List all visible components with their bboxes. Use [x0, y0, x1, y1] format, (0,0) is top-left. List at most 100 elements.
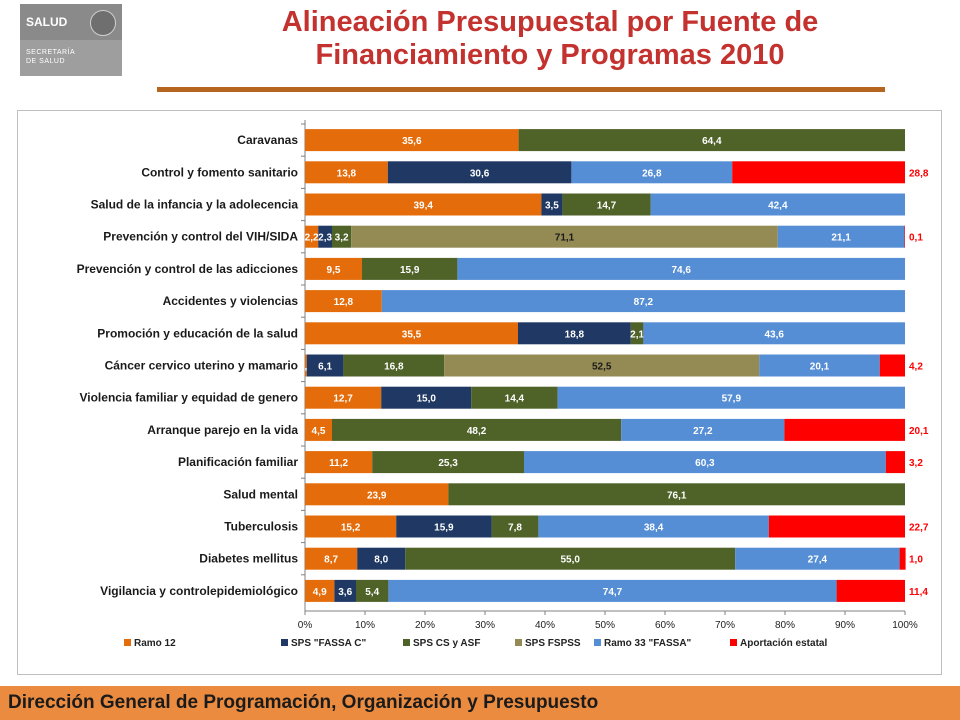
bar-segment — [879, 354, 905, 377]
bar-segment — [899, 547, 906, 570]
bar-segment — [357, 547, 406, 570]
bar-segment — [305, 354, 307, 377]
data-label: 39,4 — [413, 201, 433, 212]
bar-segment — [305, 451, 373, 474]
bar-segment — [571, 161, 733, 184]
category-label: Cáncer cervico uterino y mamario — [105, 359, 298, 373]
title-divider — [157, 87, 885, 92]
bar-segment — [305, 515, 397, 538]
bar-segment — [334, 579, 356, 602]
data-label: 4,2 — [909, 362, 923, 373]
bar-segment — [305, 547, 358, 570]
x-tick-label: 50% — [595, 620, 615, 631]
data-label: 3,2 — [335, 233, 349, 244]
data-label: 4,9 — [313, 587, 327, 598]
bar-segment — [305, 418, 332, 441]
data-label: 8,7 — [324, 555, 338, 566]
data-label: 15,0 — [416, 394, 436, 405]
data-label: 87,2 — [634, 297, 654, 308]
data-label: 7,8 — [508, 523, 522, 534]
bar-segment — [305, 257, 362, 280]
data-label: 5,4 — [365, 587, 379, 598]
bar-segment — [405, 547, 736, 570]
data-label: 27,2 — [693, 426, 713, 437]
data-label: 13,8 — [337, 168, 357, 179]
page-title: Alineación Presupuestal por Fuente de Fi… — [150, 6, 950, 72]
bar-segment — [332, 418, 622, 441]
data-label: 3,5 — [545, 201, 559, 212]
legend-swatch — [403, 639, 410, 646]
data-label: 12,7 — [333, 394, 353, 405]
data-label: 57,9 — [722, 394, 742, 405]
category-label: Promoción y educación de la salud — [97, 326, 298, 340]
legend-label: SPS CS y ASF — [413, 638, 480, 649]
data-label: 15,2 — [341, 523, 361, 534]
title-line-1: Alineación Presupuestal por Fuente de — [281, 6, 819, 38]
x-tick-label: 90% — [835, 620, 855, 631]
bar-segment — [387, 161, 572, 184]
data-label: 74,7 — [603, 587, 623, 598]
data-label: 2,1 — [630, 329, 644, 340]
x-tick-label: 70% — [715, 620, 735, 631]
data-label: 30,6 — [470, 168, 490, 179]
bar-segment — [388, 579, 837, 602]
bar-segment — [491, 515, 539, 538]
bar-segment — [650, 193, 905, 216]
bar-segment — [643, 322, 905, 345]
x-tick-label: 10% — [355, 620, 375, 631]
footer-text: Dirección General de Programación, Organ… — [8, 692, 599, 713]
data-label: 64,4 — [702, 136, 722, 147]
bar-segment — [735, 547, 900, 570]
category-label: Vigilancia y controlepidemiológico — [100, 584, 298, 598]
legend-label: Ramo 12 — [134, 638, 176, 649]
bar-segment — [305, 579, 335, 602]
legend-label: SPS FSPSS — [525, 638, 581, 649]
data-label: 0,1 — [909, 233, 923, 244]
bar-segment — [305, 225, 319, 248]
logo-subtitle: SECRETARÍA DE SALUD — [26, 49, 76, 65]
bar-segment — [777, 225, 905, 248]
data-label: 15,9 — [400, 265, 420, 276]
x-tick-label: 100% — [892, 620, 918, 631]
data-label: 43,6 — [764, 329, 784, 340]
data-label: 1,0 — [909, 555, 923, 566]
data-label: 22,7 — [909, 523, 929, 534]
category-label: Planificación familiar — [178, 455, 298, 469]
data-label: 14,4 — [505, 394, 525, 405]
bar-segment — [318, 225, 332, 248]
bar-segment — [306, 354, 344, 377]
data-label: 2,2 — [305, 233, 319, 244]
bar-segment — [362, 257, 458, 280]
bar-segment — [305, 483, 449, 506]
bar-segment — [343, 354, 445, 377]
bar-segment — [396, 515, 492, 538]
data-label: 20,1 — [810, 362, 830, 373]
bar-segment — [630, 322, 644, 345]
data-label: 9,5 — [327, 265, 341, 276]
data-label: 14,7 — [597, 201, 617, 212]
x-tick-label: 20% — [415, 620, 435, 631]
x-tick-label: 30% — [475, 620, 495, 631]
legend-swatch — [730, 639, 737, 646]
x-tick-label: 40% — [535, 620, 555, 631]
legend-swatch — [515, 639, 522, 646]
data-label: 16,8 — [384, 362, 404, 373]
category-label: Diabetes mellitus — [199, 552, 298, 566]
bar-segment — [332, 225, 352, 248]
data-label: 11,4 — [909, 587, 928, 598]
chart-frame: 0% 10% 20% 30% 40% 50% 60% 70% 80% 90% 100% Caravan… — [17, 110, 942, 675]
data-label: 12,8 — [334, 297, 354, 308]
bar-segment — [518, 322, 631, 345]
data-label: 23,9 — [367, 490, 387, 501]
data-label: 26,8 — [642, 168, 662, 179]
bar-segment — [732, 161, 905, 184]
bar-segment — [305, 129, 519, 152]
category-label: Tuberculosis — [224, 520, 298, 534]
bar-segment — [457, 257, 905, 280]
bar-segment — [538, 515, 769, 538]
category-label: Arranque parejo en la vida — [147, 423, 298, 437]
bar-segment — [444, 354, 760, 377]
category-label: Prevención y control del VIH/SIDA — [103, 230, 298, 244]
logo-word: SALUD — [26, 15, 68, 29]
data-label: 25,3 — [438, 458, 458, 469]
